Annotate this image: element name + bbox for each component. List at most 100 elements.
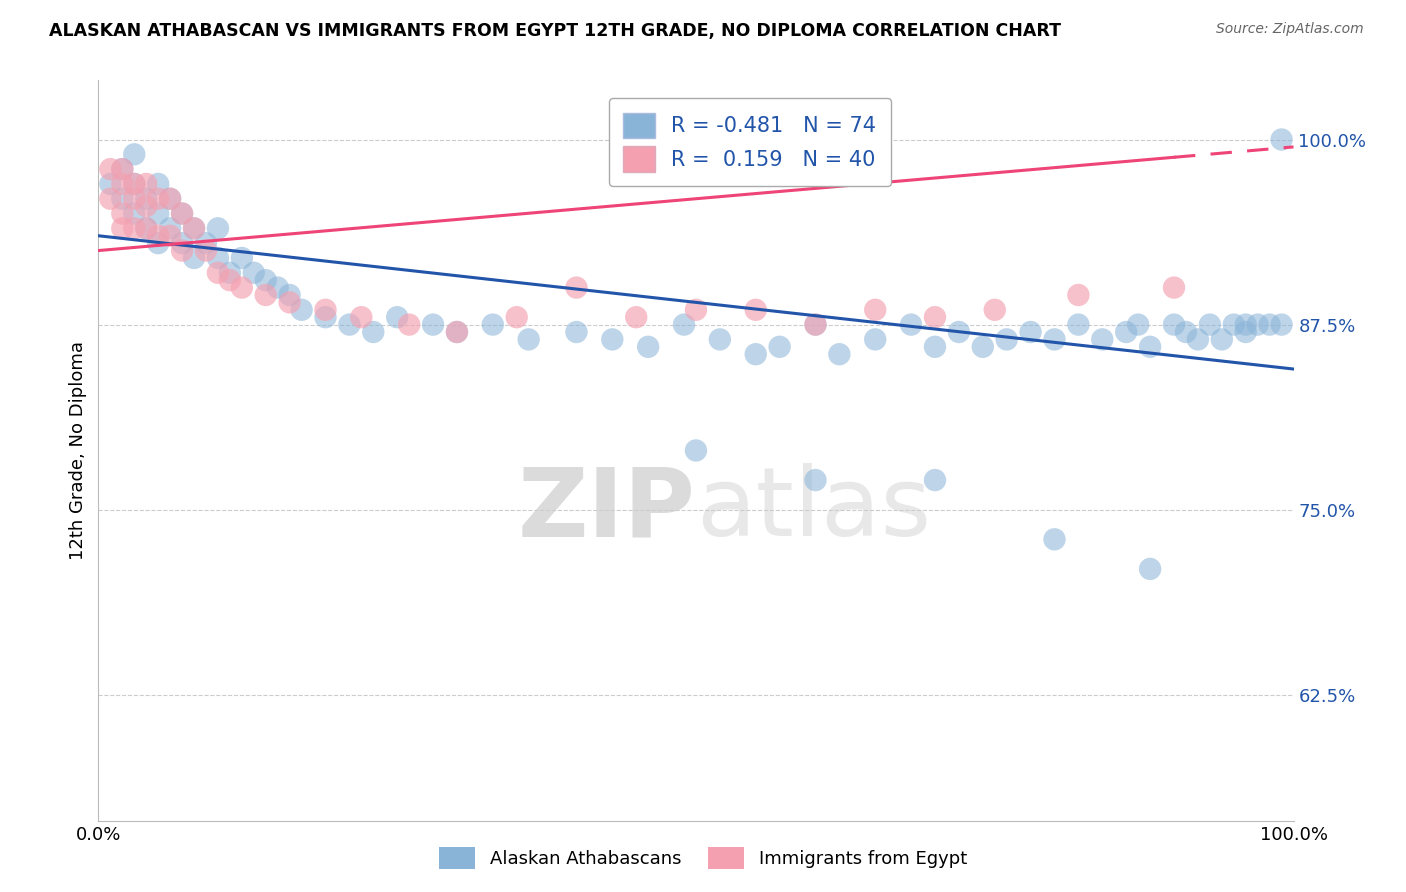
Point — [315, 302, 337, 317]
Point — [98, 162, 122, 177]
Point — [745, 347, 768, 361]
Point — [804, 318, 827, 332]
Point — [363, 325, 385, 339]
Point — [219, 266, 242, 280]
Point — [1115, 325, 1137, 339]
Point — [924, 473, 946, 487]
Point — [278, 288, 301, 302]
Point — [231, 251, 253, 265]
Point — [98, 177, 122, 191]
Point — [1258, 318, 1281, 332]
Point — [1019, 325, 1042, 339]
Point — [1175, 325, 1198, 339]
Point — [111, 162, 134, 177]
Text: ALASKAN ATHABASCAN VS IMMIGRANTS FROM EGYPT 12TH GRADE, NO DIPLOMA CORRELATION C: ALASKAN ATHABASCAN VS IMMIGRANTS FROM EG… — [49, 22, 1062, 40]
Point — [1271, 132, 1294, 146]
Point — [924, 310, 946, 325]
Point — [517, 333, 540, 347]
Point — [135, 199, 157, 213]
Point — [900, 318, 922, 332]
Point — [828, 347, 851, 361]
Point — [278, 295, 301, 310]
Point — [1199, 318, 1222, 332]
Point — [111, 192, 134, 206]
Y-axis label: 12th Grade, No Diploma: 12th Grade, No Diploma — [69, 341, 87, 560]
Point — [172, 236, 194, 251]
Point — [1067, 318, 1090, 332]
Point — [159, 228, 181, 243]
Point — [243, 266, 266, 280]
Point — [254, 288, 277, 302]
Point — [481, 318, 505, 332]
Point — [446, 325, 468, 339]
Point — [422, 318, 444, 332]
Point — [1043, 333, 1066, 347]
Point — [924, 340, 946, 354]
Point — [135, 177, 157, 191]
Point — [111, 162, 134, 177]
Point — [1223, 318, 1246, 332]
Point — [135, 192, 157, 206]
Point — [148, 192, 170, 206]
Point — [565, 280, 588, 294]
Point — [565, 325, 588, 339]
Point — [207, 266, 229, 280]
Point — [685, 443, 707, 458]
Point — [135, 221, 157, 235]
Point — [159, 192, 181, 206]
Point — [231, 280, 253, 294]
Point — [1163, 280, 1185, 294]
Point — [385, 310, 409, 325]
Point — [1043, 533, 1066, 547]
Point — [207, 251, 229, 265]
Point — [685, 302, 707, 317]
Point — [183, 221, 205, 235]
Point — [267, 280, 290, 294]
Point — [124, 147, 146, 161]
Point — [768, 340, 790, 354]
Point — [350, 310, 373, 325]
Point — [865, 302, 887, 317]
Point — [135, 221, 157, 235]
Point — [124, 177, 146, 191]
Point — [1187, 333, 1209, 347]
Point — [1139, 562, 1161, 576]
Point — [637, 340, 659, 354]
Legend: Alaskan Athabascans, Immigrants from Egypt: Alaskan Athabascans, Immigrants from Egy… — [430, 838, 976, 879]
Point — [506, 310, 529, 325]
Point — [159, 221, 181, 235]
Point — [948, 325, 970, 339]
Point — [254, 273, 277, 287]
Point — [1247, 318, 1270, 332]
Point — [315, 310, 337, 325]
Point — [984, 302, 1007, 317]
Point — [124, 177, 146, 191]
Point — [172, 244, 194, 258]
Text: Source: ZipAtlas.com: Source: ZipAtlas.com — [1216, 22, 1364, 37]
Point — [219, 273, 242, 287]
Point — [159, 192, 181, 206]
Point — [745, 302, 768, 317]
Point — [1211, 333, 1233, 347]
Point — [972, 340, 994, 354]
Point — [111, 206, 134, 220]
Point — [804, 473, 827, 487]
Text: atlas: atlas — [696, 463, 931, 557]
Point — [195, 236, 218, 251]
Point — [1271, 318, 1294, 332]
Point — [602, 333, 624, 347]
Point — [709, 333, 731, 347]
Point — [124, 206, 146, 220]
Point — [1139, 340, 1161, 354]
Point — [1091, 333, 1114, 347]
Point — [1128, 318, 1150, 332]
Point — [1067, 288, 1090, 302]
Point — [1234, 318, 1257, 332]
Point — [626, 310, 648, 325]
Point — [1163, 318, 1185, 332]
Point — [995, 333, 1018, 347]
Text: ZIP: ZIP — [517, 463, 696, 557]
Point — [172, 206, 194, 220]
Point — [111, 221, 134, 235]
Point — [398, 318, 420, 332]
